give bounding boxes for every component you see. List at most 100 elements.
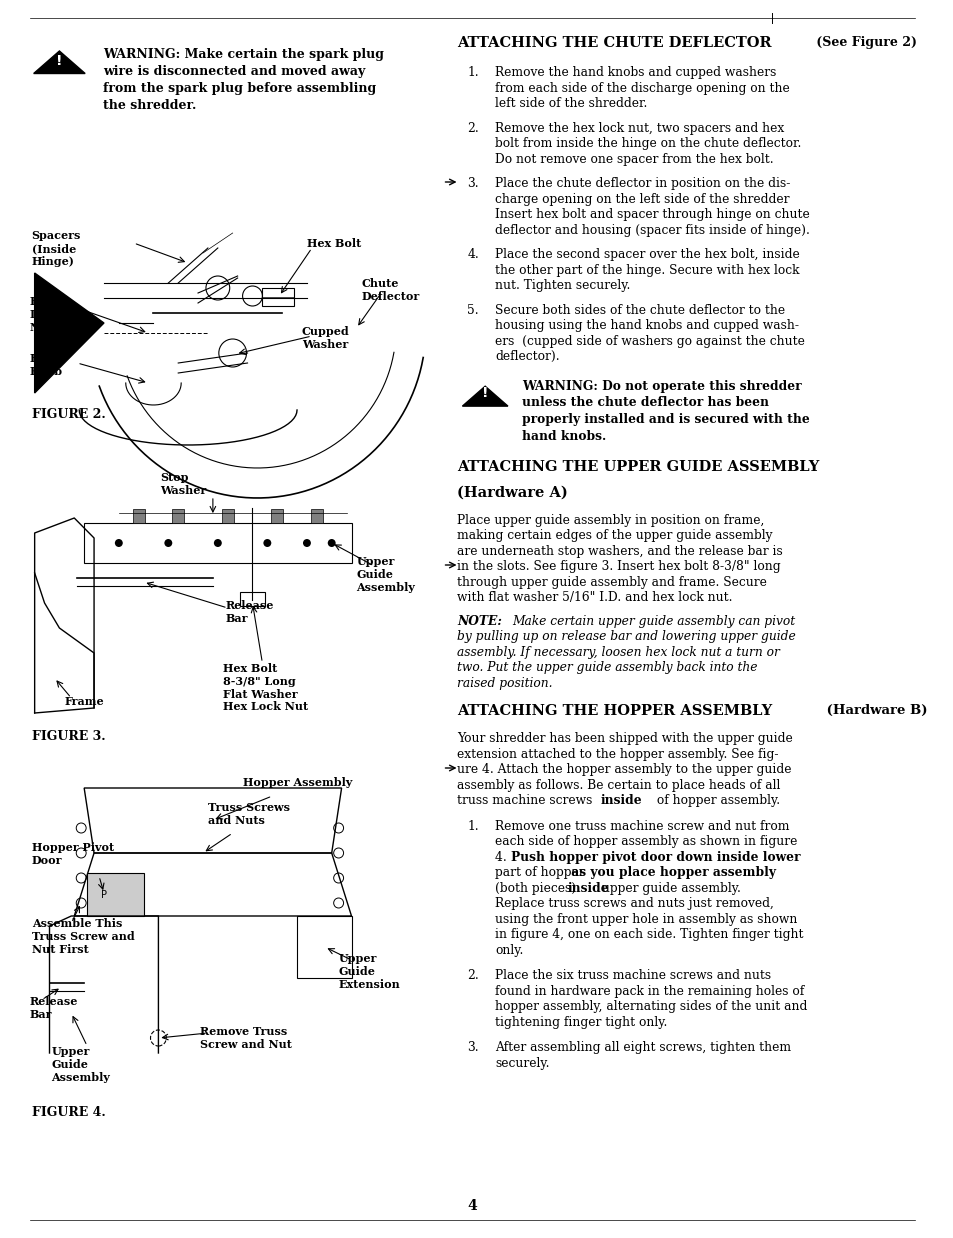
Text: nut. Tighten securely.: nut. Tighten securely. xyxy=(495,279,630,292)
Polygon shape xyxy=(33,51,85,73)
Text: deflector and housing (spacer fits inside of hinge).: deflector and housing (spacer fits insid… xyxy=(495,224,809,236)
Text: Secure both sides of the chute deflector to the: Secure both sides of the chute deflector… xyxy=(495,303,784,317)
Text: Hex Bolt: Hex Bolt xyxy=(307,238,361,249)
Bar xyxy=(239,592,265,605)
Text: WARNING: Make certain the spark plug
wire is disconnected and moved away
from th: WARNING: Make certain the spark plug wir… xyxy=(103,48,383,111)
Text: Remove Truss
Screw and Nut: Remove Truss Screw and Nut xyxy=(200,1026,292,1050)
Text: P: P xyxy=(101,890,107,900)
Circle shape xyxy=(328,539,335,547)
Polygon shape xyxy=(34,274,104,392)
Text: (See Figure 2): (See Figure 2) xyxy=(811,36,916,50)
Text: in figure 4, one on each side. Tighten finger tight: in figure 4, one on each side. Tighten f… xyxy=(495,928,802,941)
Text: 4: 4 xyxy=(467,1198,476,1213)
Text: 3.: 3. xyxy=(467,177,478,189)
Text: Remove one truss machine screw and nut from: Remove one truss machine screw and nut f… xyxy=(495,820,789,832)
Text: Spacers
(Inside
Hinge): Spacers (Inside Hinge) xyxy=(31,230,81,266)
Text: ATTACHING THE CHUTE DEFLECTOR: ATTACHING THE CHUTE DEFLECTOR xyxy=(457,36,771,50)
Text: making certain edges of the upper guide assembly: making certain edges of the upper guide … xyxy=(457,529,772,542)
Text: Place the six truss machine screws and nuts: Place the six truss machine screws and n… xyxy=(495,969,770,982)
Text: 1.: 1. xyxy=(467,66,478,79)
Text: are underneath stop washers, and the release bar is: are underneath stop washers, and the rel… xyxy=(457,545,782,557)
Text: raised position.: raised position. xyxy=(457,676,553,690)
Text: by pulling up on release bar and lowering upper guide: by pulling up on release bar and lowerin… xyxy=(457,630,796,643)
Text: 2.: 2. xyxy=(467,121,478,135)
Text: NOTE:: NOTE: xyxy=(457,614,506,628)
Text: Place the chute deflector in position on the dis-: Place the chute deflector in position on… xyxy=(495,177,790,189)
Text: extension attached to the hopper assembly. See fig-: extension attached to the hopper assembl… xyxy=(457,748,779,760)
Text: !: ! xyxy=(56,53,63,68)
Bar xyxy=(271,509,283,522)
Text: through upper guide assembly and frame. Secure: through upper guide assembly and frame. … xyxy=(457,576,766,588)
Text: Hex
Lock
Nut: Hex Lock Nut xyxy=(30,296,59,333)
Text: Place the second spacer over the hex bolt, inside: Place the second spacer over the hex bol… xyxy=(495,248,799,261)
Text: Upper
Guide
Assembly: Upper Guide Assembly xyxy=(356,556,415,593)
Text: ers  (cupped side of washers go against the chute: ers (cupped side of washers go against t… xyxy=(495,334,804,348)
Circle shape xyxy=(114,539,123,547)
Text: ATTACHING THE HOPPER ASSEMBLY: ATTACHING THE HOPPER ASSEMBLY xyxy=(457,704,772,718)
Text: WARNING: Do not operate this shredder
unless the chute deflector has been
proper: WARNING: Do not operate this shredder un… xyxy=(521,380,809,443)
Text: FIGURE 3.: FIGURE 3. xyxy=(31,730,105,743)
Bar xyxy=(172,509,184,522)
Text: !: ! xyxy=(481,386,488,400)
Text: hopper assembly, alternating sides of the unit and: hopper assembly, alternating sides of th… xyxy=(495,1000,806,1013)
Text: securely.: securely. xyxy=(495,1056,549,1070)
Text: Replace truss screws and nuts just removed,: Replace truss screws and nuts just remov… xyxy=(495,898,773,910)
Text: (Hardware B): (Hardware B) xyxy=(821,704,926,717)
Text: Remove the hex lock nut, two spacers and hex: Remove the hex lock nut, two spacers and… xyxy=(495,121,783,135)
Text: Upper
Guide
Assembly: Upper Guide Assembly xyxy=(51,1046,111,1082)
Bar xyxy=(311,509,322,522)
Circle shape xyxy=(303,539,311,547)
Text: (Hardware A): (Hardware A) xyxy=(457,485,568,499)
Text: found in hardware pack in the remaining holes of: found in hardware pack in the remaining … xyxy=(495,984,803,998)
Text: Truss Screws
and Nuts: Truss Screws and Nuts xyxy=(208,802,290,826)
Text: tightening finger tight only.: tightening finger tight only. xyxy=(495,1015,667,1029)
Text: deflector).: deflector). xyxy=(495,350,559,363)
Text: 5.: 5. xyxy=(467,303,478,317)
Text: ure 4. Attach the hopper assembly to the upper guide: ure 4. Attach the hopper assembly to the… xyxy=(457,763,791,776)
Text: ATTACHING THE UPPER GUIDE ASSEMBLY: ATTACHING THE UPPER GUIDE ASSEMBLY xyxy=(457,459,819,473)
Text: 4.: 4. xyxy=(467,248,478,261)
Text: Release
Bar: Release Bar xyxy=(226,600,274,624)
Bar xyxy=(132,509,145,522)
Text: Chute
Deflector: Chute Deflector xyxy=(361,279,419,302)
Text: Frame: Frame xyxy=(64,696,104,707)
Text: truss machine screws: truss machine screws xyxy=(457,794,596,807)
Polygon shape xyxy=(87,873,143,916)
Text: Stop
Washer: Stop Washer xyxy=(160,472,207,496)
Circle shape xyxy=(263,539,271,547)
Text: 2.: 2. xyxy=(467,969,478,982)
Text: as you place hopper assembly: as you place hopper assembly xyxy=(567,867,776,879)
Text: upper guide assembly.: upper guide assembly. xyxy=(598,881,740,895)
Text: (both pieces): (both pieces) xyxy=(495,881,579,895)
Text: of hopper assembly.: of hopper assembly. xyxy=(653,794,780,807)
Text: Place upper guide assembly in position on frame,: Place upper guide assembly in position o… xyxy=(457,514,764,526)
Text: Assemble This
Truss Screw and
Nut First: Assemble This Truss Screw and Nut First xyxy=(31,919,134,954)
Bar xyxy=(221,509,233,522)
Text: FIGURE 4.: FIGURE 4. xyxy=(31,1106,106,1119)
Text: Cupped
Washer: Cupped Washer xyxy=(302,326,350,350)
Text: inside: inside xyxy=(600,794,642,807)
Text: inside: inside xyxy=(567,881,608,895)
Text: using the front upper hole in assembly as shown: using the front upper hole in assembly a… xyxy=(495,912,797,926)
Text: After assembling all eight screws, tighten them: After assembling all eight screws, tight… xyxy=(495,1041,790,1054)
Circle shape xyxy=(213,539,221,547)
Text: Make certain upper guide assembly can pivot: Make certain upper guide assembly can pi… xyxy=(512,614,794,628)
Text: Hand
Knob: Hand Knob xyxy=(30,353,63,376)
Text: part of hopper: part of hopper xyxy=(495,867,584,879)
Text: two. Put the upper guide assembly back into the: two. Put the upper guide assembly back i… xyxy=(457,661,757,673)
Text: each side of hopper assembly as shown in figure: each side of hopper assembly as shown in… xyxy=(495,834,797,848)
Text: bolt from inside the hinge on the chute deflector.: bolt from inside the hinge on the chute … xyxy=(495,137,801,150)
Text: Push hopper pivot door down inside lower: Push hopper pivot door down inside lower xyxy=(510,851,800,863)
Circle shape xyxy=(164,539,172,547)
Text: 4.: 4. xyxy=(495,851,510,863)
Text: charge opening on the left side of the shredder: charge opening on the left side of the s… xyxy=(495,192,789,206)
Text: Do not remove one spacer from the hex bolt.: Do not remove one spacer from the hex bo… xyxy=(495,152,773,166)
Text: the other part of the hinge. Secure with hex lock: the other part of the hinge. Secure with… xyxy=(495,264,799,276)
Text: assembly as follows. Be certain to place heads of all: assembly as follows. Be certain to place… xyxy=(457,779,780,791)
Bar xyxy=(262,288,294,306)
Text: Insert hex bolt and spacer through hinge on chute: Insert hex bolt and spacer through hinge… xyxy=(495,208,809,222)
Text: assembly. If necessary, loosen hex lock nut a turn or: assembly. If necessary, loosen hex lock … xyxy=(457,645,780,659)
Text: only.: only. xyxy=(495,943,523,957)
Text: 3.: 3. xyxy=(467,1041,478,1054)
Polygon shape xyxy=(462,386,507,406)
